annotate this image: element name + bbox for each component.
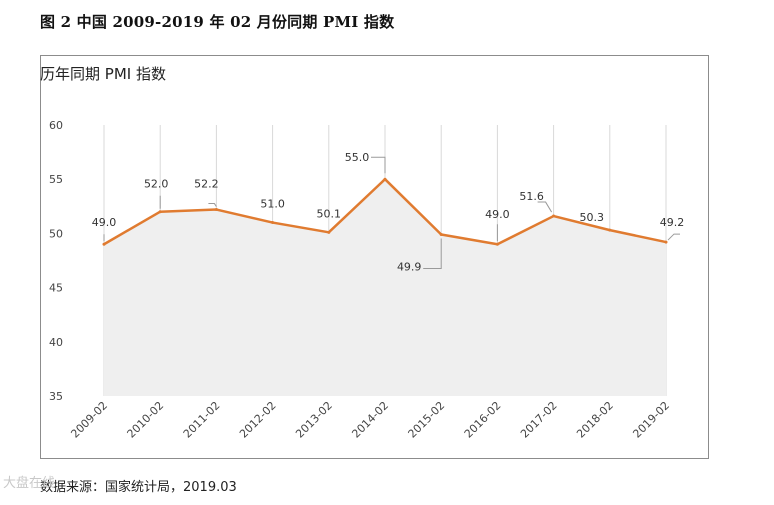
x-tick-label: 2019-02 (630, 399, 672, 441)
x-tick-label: 2010-02 (125, 399, 167, 441)
leader-line (537, 201, 553, 213)
x-tick-label: 2018-02 (574, 399, 616, 441)
leader-line (371, 156, 386, 174)
data-label: 49.0 (92, 216, 117, 229)
data-point-2010-02 (158, 210, 162, 214)
y-tick-label: 45 (49, 282, 63, 295)
data-label: 55.0 (345, 151, 370, 164)
data-label: 52.0 (144, 178, 169, 191)
data-point-2019-02 (664, 240, 668, 244)
x-tick-label: 2014-02 (349, 399, 391, 441)
data-point-2015-02 (439, 232, 443, 236)
data-label: 52.2 (194, 178, 219, 191)
leader-line (667, 233, 680, 241)
x-tick-label: 2012-02 (237, 399, 279, 441)
pmi-line-chart: 35 40 45 50 55 60 2009-02 2010-02 2011-02 2012-02… (49, 119, 685, 441)
label-layer: 49.0 52.0 52.2 51.0 50.1 55.0 49.9 49.0 51.6 50.3… (92, 151, 685, 273)
data-point-2017-02 (552, 214, 556, 218)
data-label: 50.1 (317, 207, 342, 220)
y-tick-label: 60 (49, 119, 63, 132)
data-label: 49.9 (397, 260, 422, 273)
x-tick-label: 2009-02 (68, 399, 110, 441)
data-point-2009-02 (102, 242, 106, 246)
leader-line (208, 203, 217, 207)
leader-line (423, 238, 442, 269)
line-layer (102, 177, 668, 246)
data-point-2016-02 (495, 242, 499, 246)
source-note: 数据来源：国家统计局，2019.03 (40, 480, 237, 495)
x-tick-label: 2017-02 (518, 399, 560, 441)
data-point-2012-02 (271, 221, 275, 225)
data-label: 51.0 (260, 198, 285, 211)
data-label: 49.0 (485, 208, 510, 221)
y-tick-label: 55 (49, 173, 63, 186)
y-tick-label: 40 (49, 336, 63, 349)
chart-title: 历年同期 PMI 指数 (40, 65, 166, 83)
x-tick-label: 2016-02 (462, 399, 504, 441)
y-tick-label: 50 (49, 227, 63, 240)
watermark-text: 大盘在线 (3, 476, 56, 491)
data-label: 50.3 (580, 211, 605, 224)
data-point-2018-02 (608, 228, 612, 232)
x-tick-label: 2015-02 (406, 399, 448, 441)
data-point-2011-02 (214, 208, 218, 212)
figure-title: 图 2 中国 2009-2019 年 02 月份同期 PMI 指数 (40, 13, 395, 31)
y-tick-label: 35 (49, 390, 63, 403)
x-tick-label: 2013-02 (293, 399, 335, 441)
data-label: 51.6 (519, 190, 544, 203)
chart-panel: 35 40 45 50 55 60 2009-02 2010-02 2011-02 2012-02… (40, 55, 709, 459)
data-point-2014-02 (383, 177, 387, 181)
data-label: 49.2 (660, 216, 685, 229)
area-fill (104, 179, 666, 396)
area-layer (104, 179, 666, 396)
data-point-2013-02 (327, 230, 331, 234)
x-tick-label: 2011-02 (181, 399, 223, 441)
